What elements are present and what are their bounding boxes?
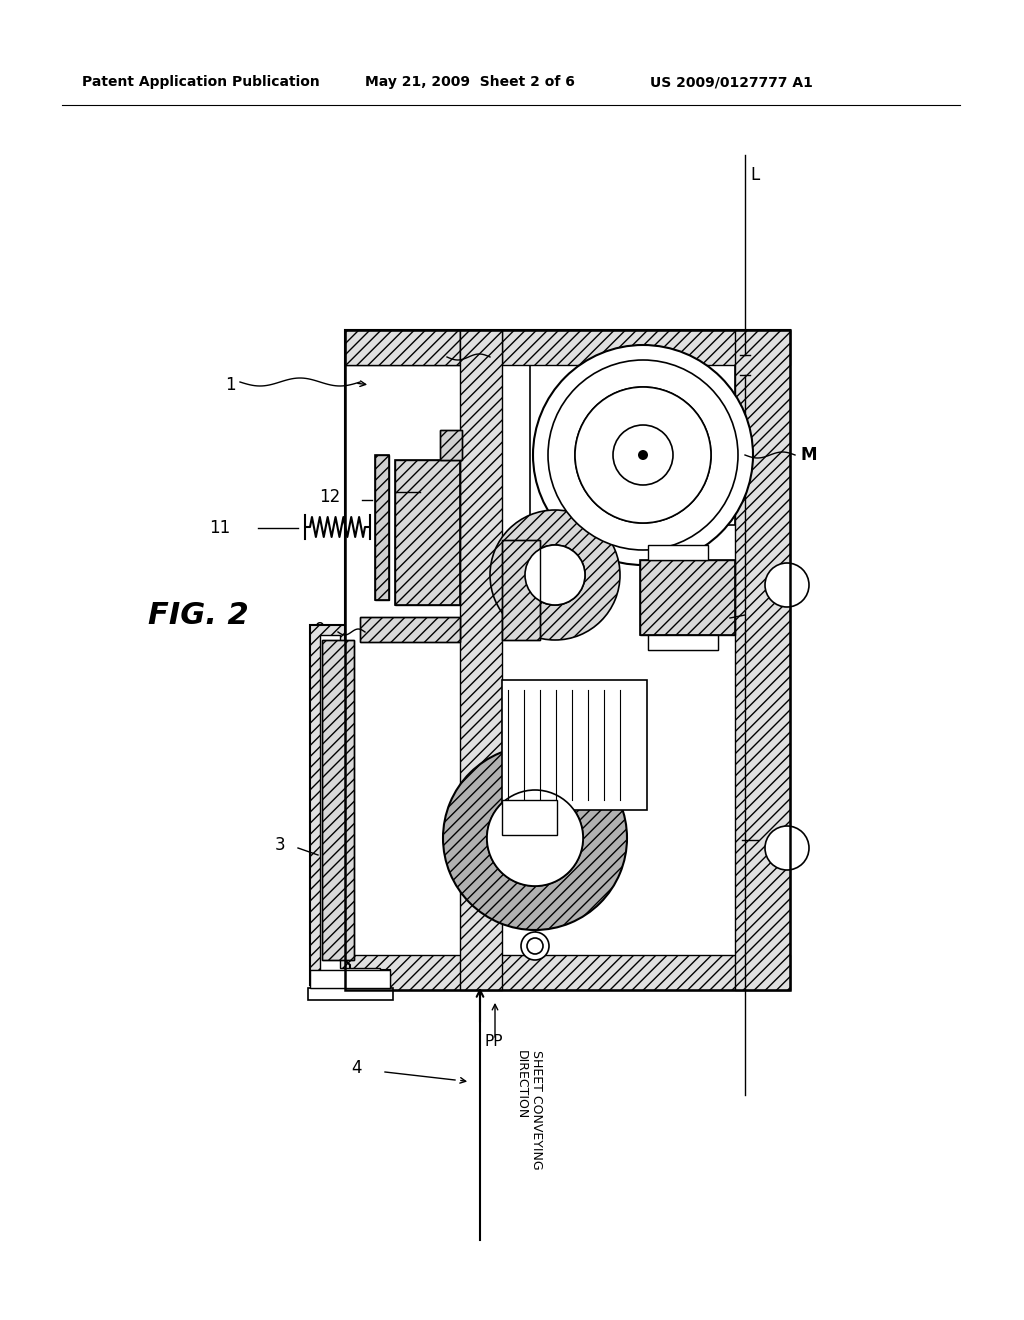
Bar: [460, 330, 502, 990]
Circle shape: [525, 545, 585, 605]
Bar: [735, 330, 790, 990]
Bar: [310, 970, 390, 987]
Bar: [322, 640, 354, 960]
Text: M: M: [800, 446, 816, 465]
Text: 6: 6: [748, 603, 759, 620]
Text: May 21, 2009  Sheet 2 of 6: May 21, 2009 Sheet 2 of 6: [365, 75, 574, 88]
Bar: [345, 330, 790, 990]
Circle shape: [575, 387, 711, 523]
Bar: [345, 330, 460, 366]
Bar: [502, 800, 557, 836]
Bar: [440, 430, 462, 459]
Bar: [345, 954, 790, 990]
Text: 11: 11: [209, 519, 230, 537]
Circle shape: [487, 789, 583, 886]
Wedge shape: [575, 387, 711, 523]
Circle shape: [534, 345, 753, 565]
Text: 7: 7: [420, 341, 430, 359]
Circle shape: [765, 826, 809, 870]
Text: 12: 12: [318, 488, 340, 506]
Circle shape: [638, 450, 648, 459]
Polygon shape: [319, 635, 380, 975]
Bar: [360, 616, 460, 642]
Bar: [530, 330, 735, 525]
Bar: [360, 616, 460, 642]
Text: Patent Application Publication: Patent Application Publication: [82, 75, 319, 88]
Bar: [395, 459, 460, 605]
Text: 4: 4: [351, 1059, 362, 1077]
Bar: [375, 455, 389, 601]
Bar: [648, 545, 708, 560]
Circle shape: [521, 932, 549, 960]
Bar: [648, 635, 718, 649]
Bar: [640, 560, 735, 635]
Circle shape: [765, 564, 809, 607]
Wedge shape: [443, 746, 627, 931]
Text: 1: 1: [225, 376, 236, 393]
Bar: [310, 970, 390, 987]
Circle shape: [613, 425, 673, 484]
Text: US 2009/0127777 A1: US 2009/0127777 A1: [650, 75, 813, 88]
Text: PP: PP: [485, 1035, 504, 1049]
Bar: [502, 540, 540, 640]
Bar: [502, 680, 647, 810]
Text: 3: 3: [275, 836, 286, 854]
Polygon shape: [310, 624, 390, 985]
Bar: [648, 635, 718, 649]
Bar: [322, 640, 354, 960]
Text: 2: 2: [762, 829, 773, 847]
Bar: [502, 540, 540, 640]
Bar: [308, 987, 393, 1001]
Text: FIG. 2: FIG. 2: [148, 601, 249, 630]
Bar: [460, 330, 502, 366]
Bar: [345, 330, 790, 990]
Bar: [640, 560, 735, 635]
Bar: [440, 430, 462, 459]
Text: 9: 9: [315, 620, 326, 639]
Circle shape: [527, 939, 543, 954]
Bar: [395, 459, 460, 605]
Bar: [345, 330, 790, 366]
Circle shape: [548, 360, 738, 550]
Text: L: L: [750, 166, 759, 183]
Text: SHEET CONVEYING
DIRECTION: SHEET CONVEYING DIRECTION: [515, 1049, 543, 1170]
Wedge shape: [490, 510, 620, 640]
Bar: [375, 455, 389, 601]
Text: ~10: ~10: [398, 479, 430, 495]
